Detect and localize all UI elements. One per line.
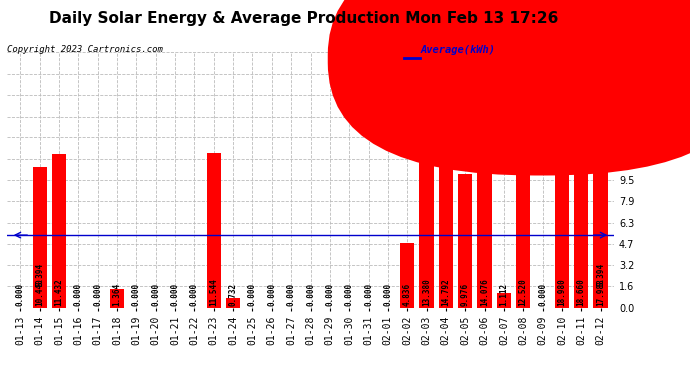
Bar <box>206 153 221 308</box>
Text: Daily Solar Energy & Average Production Mon Feb 13 17:26: Daily Solar Energy & Average Production … <box>49 11 558 26</box>
Text: 0.000: 0.000 <box>538 283 547 306</box>
Text: 0.000: 0.000 <box>74 283 83 306</box>
Text: 0.000: 0.000 <box>170 283 179 306</box>
Bar <box>52 154 66 308</box>
Bar <box>574 57 589 308</box>
Bar <box>593 66 608 308</box>
Text: 17.988: 17.988 <box>596 278 605 306</box>
Text: 0.000: 0.000 <box>326 283 335 306</box>
Text: 0.000: 0.000 <box>286 283 295 306</box>
Text: 0.000: 0.000 <box>364 283 373 306</box>
Bar <box>497 292 511 308</box>
Text: 12.520: 12.520 <box>519 278 528 306</box>
Text: 1.364: 1.364 <box>112 283 121 306</box>
Text: 0.000: 0.000 <box>16 283 25 306</box>
Text: 13.380: 13.380 <box>422 278 431 306</box>
Text: 0.732: 0.732 <box>228 283 237 306</box>
Bar <box>400 243 415 308</box>
Bar <box>458 174 473 308</box>
Text: 18.660: 18.660 <box>577 278 586 306</box>
Text: Average(kWh): Average(kWh) <box>421 45 496 55</box>
Text: 11.432: 11.432 <box>55 278 63 306</box>
Text: 0.000: 0.000 <box>345 283 354 306</box>
Text: 0.000: 0.000 <box>151 283 160 306</box>
Bar <box>32 167 47 308</box>
Bar <box>110 289 124 308</box>
Bar <box>226 298 240 307</box>
Bar <box>555 53 569 307</box>
Text: 0.000: 0.000 <box>306 283 315 306</box>
Text: 0.000: 0.000 <box>190 283 199 306</box>
Text: 5.394: 5.394 <box>596 262 605 286</box>
Text: 0.000: 0.000 <box>248 283 257 306</box>
Text: 14.792: 14.792 <box>442 278 451 306</box>
Bar <box>439 109 453 307</box>
Text: Copyright 2023 Cartronics.com: Copyright 2023 Cartronics.com <box>7 45 163 54</box>
Bar <box>516 140 531 308</box>
Text: 1.112: 1.112 <box>500 283 509 306</box>
Bar <box>420 128 434 308</box>
Text: 0.000: 0.000 <box>267 283 276 306</box>
Text: 0.000: 0.000 <box>384 283 393 306</box>
Text: 18.980: 18.980 <box>558 278 566 306</box>
Bar <box>477 118 492 308</box>
Text: 0.000: 0.000 <box>93 283 102 306</box>
Text: Daily(kWh): Daily(kWh) <box>552 45 615 55</box>
Text: 0.000: 0.000 <box>132 283 141 306</box>
Text: 9.976: 9.976 <box>461 283 470 306</box>
Text: 10.440: 10.440 <box>35 278 44 306</box>
Text: 14.076: 14.076 <box>480 278 489 306</box>
Text: 4.836: 4.836 <box>403 283 412 306</box>
Text: 5.394: 5.394 <box>35 262 44 286</box>
Text: 11.544: 11.544 <box>209 278 218 306</box>
